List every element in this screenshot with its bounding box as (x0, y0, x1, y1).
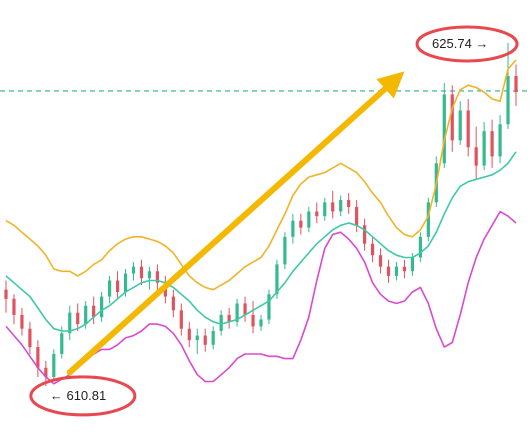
right-arrow-icon: → (475, 35, 489, 51)
candle-body (498, 124, 502, 157)
candle-body (115, 280, 120, 292)
candle-body (339, 200, 343, 212)
candle-body (418, 236, 422, 258)
candle-body (187, 328, 191, 341)
candle-body (12, 298, 16, 315)
candle-body (259, 319, 263, 327)
candle-body (4, 289, 8, 299)
candle-body (147, 271, 152, 279)
candle-body (402, 266, 407, 272)
candle-body (123, 273, 128, 292)
candle-body (362, 225, 367, 244)
low-price-ellipse (29, 375, 137, 417)
candle-body (482, 131, 486, 166)
high-price-value: 625.74 (432, 35, 472, 51)
left-arrow-icon: ← (49, 387, 63, 403)
candle-body (323, 202, 327, 217)
candle-body (450, 94, 454, 141)
middle-band-line (5, 151, 517, 332)
candle-body (355, 206, 359, 226)
candle-body (60, 333, 64, 354)
candle-body (195, 335, 199, 341)
candle-body (44, 367, 48, 377)
candle-body (506, 76, 510, 125)
candle-body (291, 220, 295, 237)
candle-body (235, 303, 239, 322)
candle-body (474, 147, 478, 166)
candle-body (227, 314, 231, 322)
candle-body (28, 328, 32, 348)
low-price-label: ← 610.81 (50, 388, 106, 403)
candle-body (315, 211, 319, 217)
candle-body (179, 310, 183, 329)
candle-body (52, 353, 56, 377)
candle-body (442, 94, 446, 164)
candle-body (68, 312, 72, 334)
low-price-value: 610.81 (66, 387, 107, 403)
candle-body (299, 220, 303, 228)
candle-body (155, 271, 160, 283)
candle-body (331, 202, 335, 212)
candle-body (307, 211, 311, 228)
candle-body (171, 296, 175, 311)
candle-body (514, 76, 518, 93)
candle-body (458, 110, 462, 141)
candle-body (251, 314, 255, 327)
high-price-ellipse (415, 25, 519, 63)
candle-body (275, 264, 279, 295)
candle-body (283, 236, 287, 265)
candle-body (386, 266, 391, 276)
candle-body (107, 280, 112, 297)
candle-body (36, 347, 40, 368)
trend-arrow-shaft (66, 85, 389, 376)
candle-body (211, 331, 215, 345)
trend-arrow-head (376, 71, 405, 99)
candle-body (131, 266, 136, 274)
candle-body (426, 202, 430, 237)
candle-body (410, 257, 415, 272)
candle-body (243, 303, 247, 315)
candle-body (219, 314, 223, 332)
candle-body (139, 266, 144, 279)
candle-body (20, 314, 24, 329)
candle-body (84, 305, 88, 325)
candle-body (203, 335, 207, 345)
candle-body (370, 243, 375, 256)
candle-body (466, 110, 470, 148)
candle-body (267, 294, 271, 320)
candle-body (394, 266, 399, 276)
candle-body (76, 312, 80, 325)
high-price-label: 625.74 → (432, 36, 488, 51)
candle-body (490, 131, 494, 157)
candle-body (347, 200, 351, 207)
candle-body (92, 305, 96, 318)
candle-body (378, 255, 383, 267)
candle-body (100, 296, 104, 318)
upper-band-line (5, 59, 517, 291)
